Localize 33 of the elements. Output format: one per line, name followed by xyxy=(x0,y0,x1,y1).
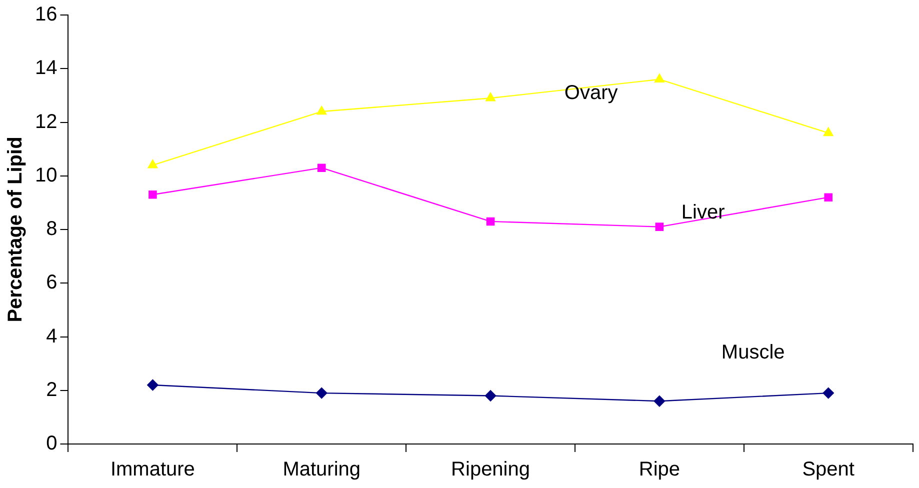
y-tick-label: 6 xyxy=(46,272,58,294)
point xyxy=(147,379,158,391)
point xyxy=(486,217,495,226)
point xyxy=(316,387,328,399)
x-tick-label: Ripe xyxy=(638,458,680,481)
point xyxy=(486,92,496,102)
point xyxy=(316,106,327,115)
y-tick-label: 8 xyxy=(46,218,58,240)
y-tick-label: 16 xyxy=(34,4,58,26)
point xyxy=(654,74,664,82)
x-tick-label: Ripening xyxy=(451,458,530,481)
point xyxy=(317,164,326,172)
point xyxy=(823,127,834,136)
point xyxy=(822,387,834,399)
point xyxy=(654,396,666,407)
series-label: Muscle xyxy=(721,342,785,364)
y-tick-label: 14 xyxy=(34,57,58,80)
point xyxy=(148,160,158,168)
y-tick-label: 2 xyxy=(46,378,58,401)
y-axis-title: Percentage of Lipid xyxy=(4,136,27,322)
point xyxy=(484,390,496,402)
y-tick-label: 0 xyxy=(46,432,58,455)
series-label: Ovary xyxy=(564,82,618,104)
y-tick-label: 10 xyxy=(34,164,58,186)
x-tick-label: Immature xyxy=(110,458,195,481)
point xyxy=(655,222,664,231)
y-tick-label: 12 xyxy=(34,110,58,133)
y-tick-label: 4 xyxy=(46,325,58,348)
x-tick-label: Spent xyxy=(802,458,855,481)
series-label: Liver xyxy=(681,201,726,224)
point xyxy=(148,190,157,199)
point xyxy=(824,193,832,202)
x-tick-label: Maturing xyxy=(282,458,361,481)
